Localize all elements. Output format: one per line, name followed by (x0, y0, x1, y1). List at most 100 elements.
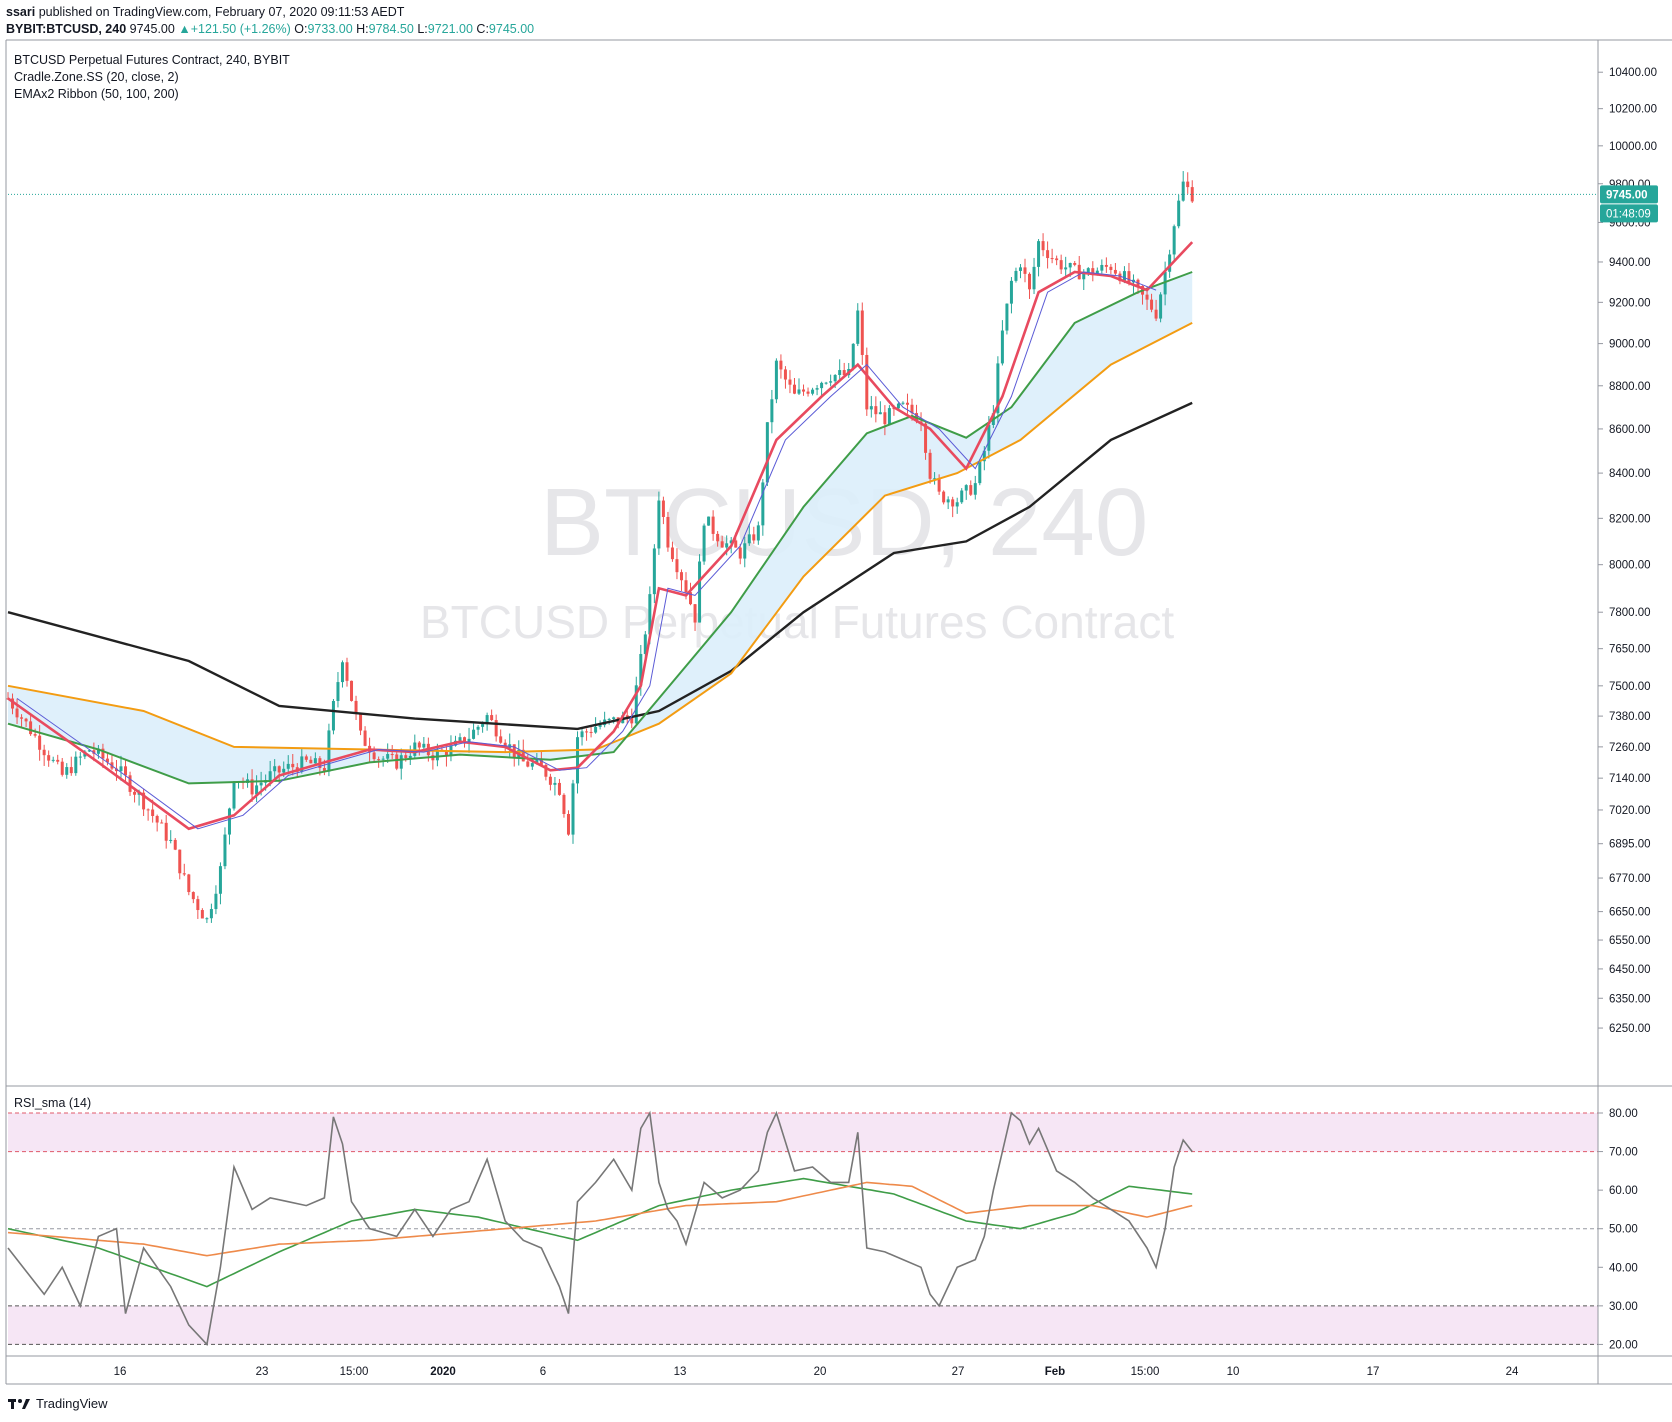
candle-body[interactable] (322, 768, 326, 772)
candle-body[interactable] (105, 758, 109, 763)
candle-body[interactable] (530, 763, 534, 767)
candle-body[interactable] (304, 756, 308, 760)
candle-body[interactable] (612, 717, 616, 720)
candle-body[interactable] (865, 354, 869, 410)
candle-body[interactable] (1028, 273, 1032, 290)
candle-body[interactable] (869, 406, 873, 410)
candle-body[interactable] (661, 500, 665, 517)
candle-body[interactable] (1050, 258, 1054, 260)
candle-body[interactable] (390, 754, 394, 756)
candle-body[interactable] (494, 720, 498, 737)
candle-body[interactable] (901, 402, 905, 404)
candle-body[interactable] (214, 893, 218, 910)
candle-body[interactable] (1055, 258, 1059, 261)
candle-body[interactable] (1109, 266, 1113, 270)
candle-body[interactable] (223, 834, 227, 867)
candle-body[interactable] (580, 731, 584, 738)
candle-body[interactable] (182, 873, 186, 875)
candle-body[interactable] (689, 592, 693, 605)
candle-body[interactable] (56, 759, 60, 762)
candle-body[interactable] (196, 899, 200, 911)
candle-body[interactable] (928, 452, 932, 479)
candle-body[interactable] (74, 756, 78, 774)
candle-body[interactable] (404, 755, 408, 759)
candle-body[interactable] (829, 381, 833, 383)
candle-body[interactable] (399, 755, 403, 769)
candle-body[interactable] (987, 424, 991, 451)
candle-body[interactable] (802, 389, 806, 392)
candle-body[interactable] (792, 384, 796, 394)
candle-body[interactable] (273, 766, 277, 772)
candle-body[interactable] (815, 388, 819, 390)
candle-body[interactable] (1177, 200, 1181, 227)
candle-body[interactable] (585, 731, 589, 733)
candle-body[interactable] (24, 718, 28, 722)
candle-body[interactable] (476, 726, 480, 730)
candle-body[interactable] (996, 363, 1000, 414)
candle-body[interactable] (625, 715, 629, 718)
candle-body[interactable] (65, 767, 69, 775)
candle-body[interactable] (860, 310, 864, 355)
candle-body[interactable] (720, 541, 724, 548)
candle-body[interactable] (896, 403, 900, 409)
candle-body[interactable] (1046, 250, 1050, 259)
candle-body[interactable] (38, 735, 42, 750)
candle-body[interactable] (937, 478, 941, 492)
candle-body[interactable] (1186, 181, 1190, 188)
candle-body[interactable] (969, 485, 973, 495)
candle-body[interactable] (286, 763, 290, 769)
candle-body[interactable] (51, 759, 55, 761)
candle-body[interactable] (1154, 309, 1158, 319)
legend-indicator-ribbon[interactable]: EMAx2 Ribbon (50, 100, 200) (14, 87, 179, 101)
candle-body[interactable] (883, 412, 887, 425)
candle-body[interactable] (300, 756, 304, 772)
candle-body[interactable] (666, 516, 670, 548)
candle-body[interactable] (1082, 272, 1086, 280)
candle-body[interactable] (634, 685, 638, 724)
candle-body[interactable] (1037, 241, 1041, 267)
candle-body[interactable] (336, 682, 340, 702)
candle-body[interactable] (607, 719, 611, 721)
candle-body[interactable] (408, 755, 412, 759)
candle-body[interactable] (788, 379, 792, 385)
candle-body[interactable] (765, 422, 769, 483)
candle-body[interactable] (630, 717, 634, 724)
candle-body[interactable] (856, 310, 860, 344)
candle-body[interactable] (381, 758, 385, 760)
candle-body[interactable] (313, 758, 317, 764)
candle-body[interactable] (1122, 271, 1126, 282)
candle-body[interactable] (485, 715, 489, 725)
candle-body[interactable] (1064, 267, 1068, 270)
candle-body[interactable] (191, 892, 195, 900)
candle-body[interactable] (1145, 294, 1149, 300)
candle-body[interactable] (1095, 270, 1099, 276)
candle-body[interactable] (124, 766, 128, 776)
candle-body[interactable] (978, 461, 982, 484)
candle-body[interactable] (594, 726, 598, 733)
candle-body[interactable] (146, 809, 150, 811)
candle-body[interactable] (535, 759, 539, 764)
candle-body[interactable] (78, 756, 82, 758)
candle-body[interactable] (761, 482, 765, 526)
candle-body[interactable] (1168, 254, 1172, 272)
candle-body[interactable] (47, 755, 51, 761)
candle-body[interactable] (1104, 264, 1108, 267)
footer-brand[interactable]: TradingView (36, 1396, 108, 1411)
candle-body[interactable] (725, 543, 729, 548)
candle-body[interactable] (60, 761, 64, 775)
candle-body[interactable] (643, 634, 647, 654)
candle-body[interactable] (386, 754, 390, 759)
time-axis[interactable]: 16 23 15:00 2020 6 13 20 27 Feb 15:00 10 17 24 (114, 1366, 1519, 1378)
candle-body[interactable] (377, 759, 381, 761)
candle-body[interactable] (589, 731, 593, 733)
candle-body[interactable] (227, 808, 231, 835)
candle-body[interactable] (774, 360, 778, 400)
candle-body[interactable] (15, 708, 19, 718)
candle-body[interactable] (218, 866, 222, 894)
candle-body[interactable] (576, 737, 580, 784)
candle-body[interactable] (277, 766, 281, 773)
candle-body[interactable] (87, 750, 91, 752)
candle-body[interactable] (33, 734, 37, 736)
candle-body[interactable] (779, 360, 783, 370)
candle-body[interactable] (178, 849, 182, 874)
